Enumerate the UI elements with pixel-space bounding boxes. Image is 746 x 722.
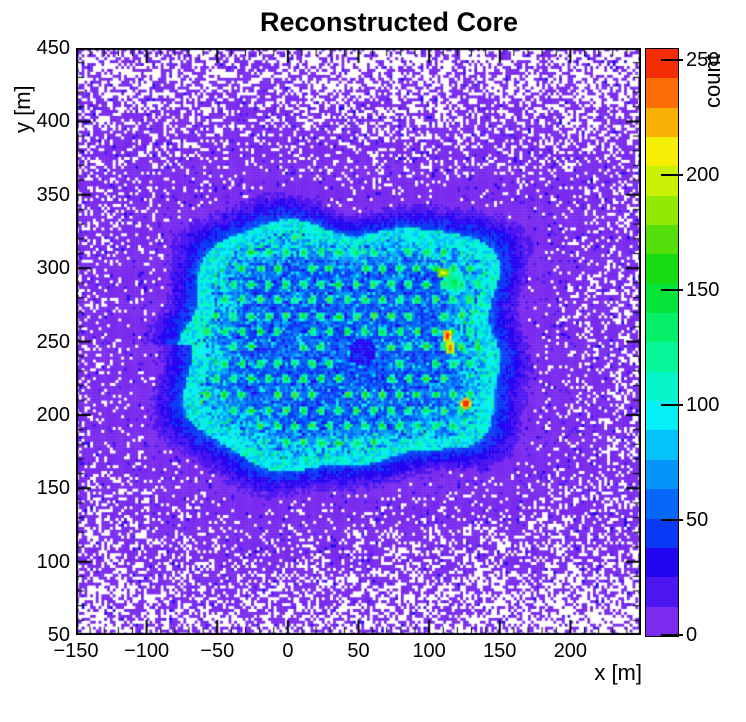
colorbar-tick-label: 0 <box>686 624 698 646</box>
colorbar-tick-label: 250 <box>686 48 720 71</box>
x-axis-title: x [m] <box>594 660 642 685</box>
y-axis-tick-label: 450 <box>36 37 70 59</box>
colorbar-segment <box>646 166 678 196</box>
colorbar <box>645 48 679 637</box>
colorbar-segment <box>646 342 678 372</box>
colorbar-segment <box>646 489 678 519</box>
colorbar-segment <box>646 78 678 108</box>
colorbar-tick-mark <box>661 288 683 291</box>
colorbar-segment <box>646 577 678 607</box>
y-axis-tick-label: 250 <box>36 330 70 353</box>
y-axis-tick-label: 200 <box>36 403 70 426</box>
colorbar-segment <box>646 459 678 490</box>
colorbar-segment <box>646 49 678 79</box>
colorbar-tick-label: 100 <box>686 393 720 416</box>
y-axis-tick-label: 400 <box>36 110 70 133</box>
colorbar-segment <box>646 606 678 636</box>
y-axis-tick-label: 50 <box>47 624 70 646</box>
colorbar-tick-label: 200 <box>686 163 720 186</box>
x-axis-tick-label: 150 <box>483 640 517 662</box>
x-axis-tick-label: −50 <box>200 640 235 662</box>
colorbar-segment <box>646 547 678 578</box>
colorbar-tick-mark <box>661 518 683 521</box>
colorbar-segment <box>646 518 678 548</box>
plot-title: Reconstructed Core <box>259 7 519 37</box>
colorbar-segment <box>646 371 678 402</box>
colorbar-tick-mark <box>661 58 683 61</box>
x-axis-tick-label: 200 <box>553 640 588 662</box>
colorbar-segment <box>646 401 678 431</box>
colorbar-segment <box>646 195 678 226</box>
x-axis-tick-label: −100 <box>124 640 170 662</box>
colorbar-segment <box>646 137 678 167</box>
colorbar-tick-mark <box>661 634 683 636</box>
y-axis-tick-label: 150 <box>36 477 70 500</box>
histogram-canvas <box>76 48 641 635</box>
colorbar-segment <box>646 254 678 284</box>
x-axis-tick-label: 100 <box>412 640 446 662</box>
colorbar-segment <box>646 430 678 460</box>
colorbar-segment <box>646 313 678 343</box>
y-axis-tick-label: 300 <box>36 257 70 280</box>
y-axis-tick-label: 350 <box>36 183 70 206</box>
colorbar-segment <box>646 283 678 314</box>
x-axis-tick-label: −150 <box>53 640 99 662</box>
colorbar-segment <box>646 225 678 255</box>
colorbar-segment <box>646 107 678 138</box>
colorbar-tick-mark <box>661 403 683 406</box>
colorbar-tick-label: 50 <box>686 508 709 531</box>
y-axis-tick-label: 100 <box>36 550 70 573</box>
x-axis-tick-label: 0 <box>282 640 294 662</box>
colorbar-tick-label: 150 <box>686 278 720 301</box>
x-axis-tick-label: 50 <box>347 640 370 662</box>
colorbar-tick-mark <box>661 173 683 176</box>
